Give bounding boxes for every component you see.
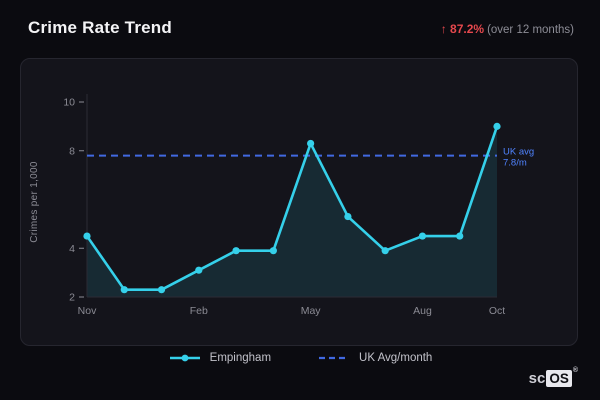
data-point[interactable] (83, 232, 91, 240)
data-point[interactable] (232, 247, 240, 255)
data-point[interactable] (120, 286, 128, 294)
series-area (87, 126, 497, 297)
x-tick-label: May (301, 305, 322, 317)
series-line-sample-icon (169, 354, 200, 362)
up-arrow-icon: ↑ (440, 22, 447, 36)
data-point[interactable] (456, 232, 464, 240)
series-line (85, 125, 499, 291)
page-title: Crime Rate Trend (28, 18, 172, 37)
y-tick-label: 2 (69, 292, 75, 304)
logo-prefix: sc (528, 370, 546, 387)
data-point[interactable] (493, 122, 501, 130)
data-point[interactable] (381, 247, 389, 255)
data-point[interactable] (344, 212, 352, 221)
uk-avg-label-line2: 7.8/m (503, 158, 527, 169)
data-point[interactable] (269, 247, 277, 255)
legend-label-uk-avg: UK Avg/month (359, 352, 433, 364)
registered-mark: ® (572, 367, 578, 374)
logo-os-badge: OS (546, 370, 572, 387)
trend-period: (over 12 months) (487, 24, 574, 36)
x-tick-label: Aug (413, 305, 432, 317)
trend-stat: ↑ 87.2% (over 12 months) (441, 22, 574, 36)
y-axis-label: Crimes per 1,000 (29, 161, 40, 243)
x-tick-label: Oct (489, 305, 505, 317)
y-tick-label: 8 (69, 145, 75, 157)
y-tick-label: 4 (69, 243, 75, 255)
legend-item-uk-avg[interactable]: UK Avg/month (317, 352, 432, 364)
chart-card: Crimes per 1,000 2 4 8 10 Nov Feb May Aug Oct UK … (20, 58, 578, 346)
x-tick-label: Nov (78, 305, 97, 317)
legend-item-empingham[interactable]: Empingham (168, 352, 271, 364)
data-point[interactable] (195, 266, 203, 274)
scos-logo: sc OS ® (528, 367, 578, 387)
trend-value: 87.2% (450, 22, 485, 36)
legend-label-empingham: Empingham (209, 352, 272, 364)
reference-line-sample-icon (319, 356, 350, 360)
uk-avg-label-line1: UK avg (503, 147, 534, 158)
data-point[interactable] (418, 232, 427, 240)
chart-legend: Empingham UK Avg/month (0, 352, 600, 364)
data-point[interactable] (307, 139, 315, 148)
data-point[interactable] (157, 286, 166, 294)
y-tick-label: 10 (63, 97, 75, 109)
x-tick-label: Feb (190, 305, 208, 317)
trend-change: ↑ 87.2% (441, 22, 484, 36)
header: Crime Rate Trend ↑ 87.2% (over 12 months) (0, 0, 600, 38)
